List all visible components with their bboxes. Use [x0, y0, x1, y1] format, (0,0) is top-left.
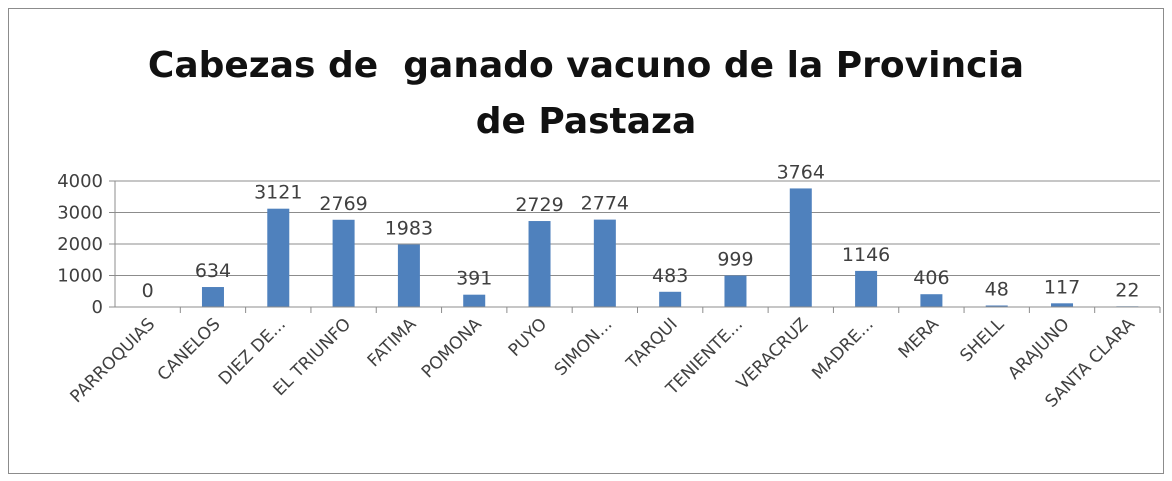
data-label: 117: [1044, 276, 1080, 298]
data-label: 391: [456, 268, 492, 290]
bar: [1051, 303, 1074, 307]
data-label: 22: [1115, 279, 1139, 301]
data-label: 1983: [385, 218, 433, 240]
bar: [985, 305, 1008, 307]
data-label: 48: [985, 278, 1009, 300]
data-label: 2774: [581, 193, 629, 215]
bar: [332, 219, 355, 307]
bar: [659, 291, 682, 307]
bar: [201, 287, 224, 307]
data-label: 0: [142, 280, 154, 302]
bar: [463, 294, 486, 307]
x-tick-label: VERACRUZ: [733, 314, 812, 393]
x-tick-label: TARQUI: [622, 314, 682, 374]
x-tick-label: PUYO: [505, 314, 551, 360]
data-label: 483: [652, 265, 688, 287]
y-tick-label: 1000: [57, 266, 103, 287]
data-label: 3121: [254, 182, 302, 204]
bar: [397, 244, 420, 307]
bar: [855, 270, 878, 307]
bar: [267, 208, 290, 307]
data-label: 2769: [319, 193, 367, 215]
y-tick-label: 2000: [57, 234, 103, 255]
data-label: 2729: [515, 194, 563, 216]
x-tick-label: PARROQUIAS: [67, 314, 160, 407]
x-tick-label: MADRE...: [808, 314, 877, 383]
x-tick-label: CANELOS: [154, 314, 225, 385]
x-tick-label: MERA: [895, 314, 943, 362]
y-tick-label: 4000: [57, 171, 103, 192]
x-tick-label: ARAJUNO: [1004, 314, 1073, 383]
x-tick-label: SHELL: [956, 314, 1008, 366]
bar: [528, 221, 551, 307]
data-label: 1146: [842, 244, 890, 266]
x-tick-label: FATIMA: [364, 314, 421, 371]
data-label: 406: [913, 267, 949, 289]
chart-frame: [8, 8, 1164, 474]
data-label: 3764: [777, 161, 825, 183]
bar: [789, 188, 812, 307]
bar: [724, 275, 747, 307]
data-label: 999: [717, 249, 753, 271]
bar: [593, 219, 616, 307]
x-tick-label: POMONA: [418, 314, 486, 382]
y-tick-label: 3000: [57, 203, 103, 224]
chart-title: Cabezas de ganado vacuno de la Provincia…: [147, 45, 1037, 142]
y-tick-label: 0: [92, 297, 103, 318]
bar: [920, 294, 943, 307]
x-tick-label: SIMON...: [551, 314, 617, 380]
data-label: 634: [195, 260, 231, 282]
